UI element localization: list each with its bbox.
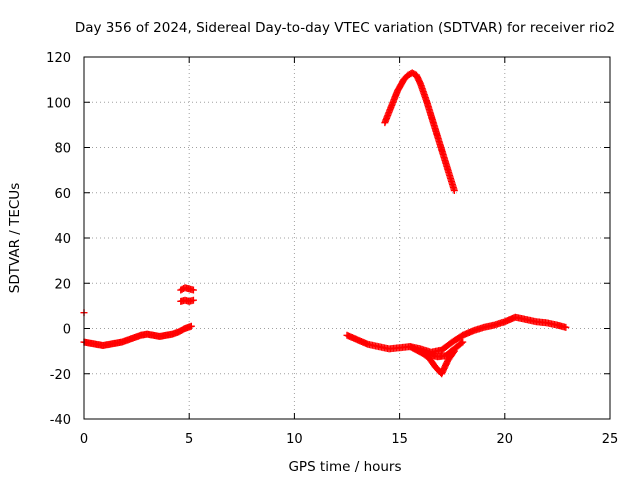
data-points bbox=[80, 69, 570, 378]
y-tick-label: -20 bbox=[50, 368, 71, 383]
series-peak-arc bbox=[381, 69, 458, 194]
data-point bbox=[458, 339, 466, 347]
axis-ticks: 0 5 10 15 20 25 -40 -20 0 20 40 60 80 100 120 bbox=[46, 51, 618, 447]
y-tick-label: -40 bbox=[50, 413, 71, 428]
series-short-arc-upper bbox=[177, 284, 197, 294]
y-tick-label: 20 bbox=[54, 277, 71, 292]
y-axis-label: SDTVAR / TECUs bbox=[7, 183, 23, 293]
y-tick-label: 120 bbox=[46, 51, 71, 66]
x-tick-label: 20 bbox=[497, 432, 514, 447]
x-tick-label: 10 bbox=[286, 432, 303, 447]
x-tick-label: 5 bbox=[185, 432, 193, 447]
data-point bbox=[459, 338, 467, 346]
data-point bbox=[562, 323, 570, 331]
series-late-segment-b bbox=[406, 343, 458, 378]
data-point bbox=[187, 322, 195, 330]
x-tick-label: 15 bbox=[391, 432, 408, 447]
x-tick-label: 25 bbox=[602, 432, 619, 447]
data-point bbox=[189, 296, 197, 304]
y-tick-label: 0 bbox=[63, 323, 71, 338]
data-point bbox=[189, 286, 197, 294]
series-early-segment bbox=[80, 322, 195, 349]
series-short-arc-lower bbox=[177, 296, 197, 305]
x-tick-label: 0 bbox=[80, 432, 88, 447]
chart-title: Day 356 of 2024, Sidereal Day-to-day VTE… bbox=[75, 20, 615, 36]
x-axis-label: GPS time / hours bbox=[288, 459, 401, 475]
plot-frame bbox=[83, 56, 611, 420]
y-tick-label: 60 bbox=[54, 187, 71, 202]
series-late-segment-c bbox=[417, 338, 467, 361]
y-tick-label: 40 bbox=[54, 232, 71, 247]
data-point bbox=[450, 186, 458, 194]
y-tick-label: 80 bbox=[54, 142, 71, 157]
y-tick-label: 100 bbox=[46, 96, 71, 111]
grid bbox=[84, 57, 610, 419]
